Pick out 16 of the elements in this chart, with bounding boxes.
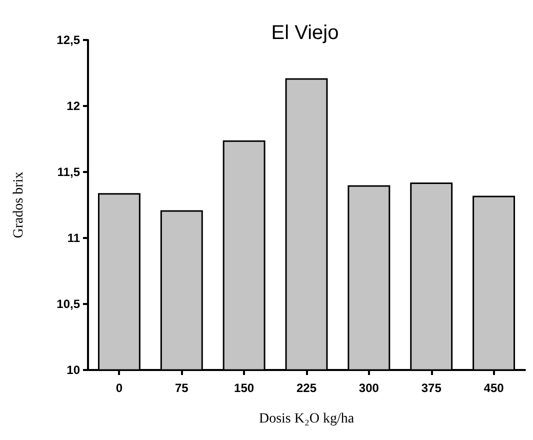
chart-title: El Viejo <box>271 22 339 44</box>
text: 12 <box>66 99 80 113</box>
y-tick-label: 11,5 <box>57 165 80 179</box>
x-tick-label: 0 <box>116 381 123 395</box>
x-tick-label: 300 <box>358 381 380 395</box>
y-tick-label: 10,5 <box>56 297 80 311</box>
y-tick-label: 12,5 <box>56 33 80 47</box>
x-axis-title: Dosis K₂O kg/ha <box>258 412 355 426</box>
x-tick-label: 75 <box>174 381 189 395</box>
text: 11 <box>67 231 80 245</box>
text: 10 <box>66 363 80 377</box>
x-tick-label: 225 <box>296 381 317 395</box>
x-tick-label: 450 <box>484 381 504 395</box>
x-tick-label: 150 <box>234 381 254 395</box>
y-axis-title: Grados brix <box>12 172 26 238</box>
x-tick-label: 375 <box>421 381 442 395</box>
